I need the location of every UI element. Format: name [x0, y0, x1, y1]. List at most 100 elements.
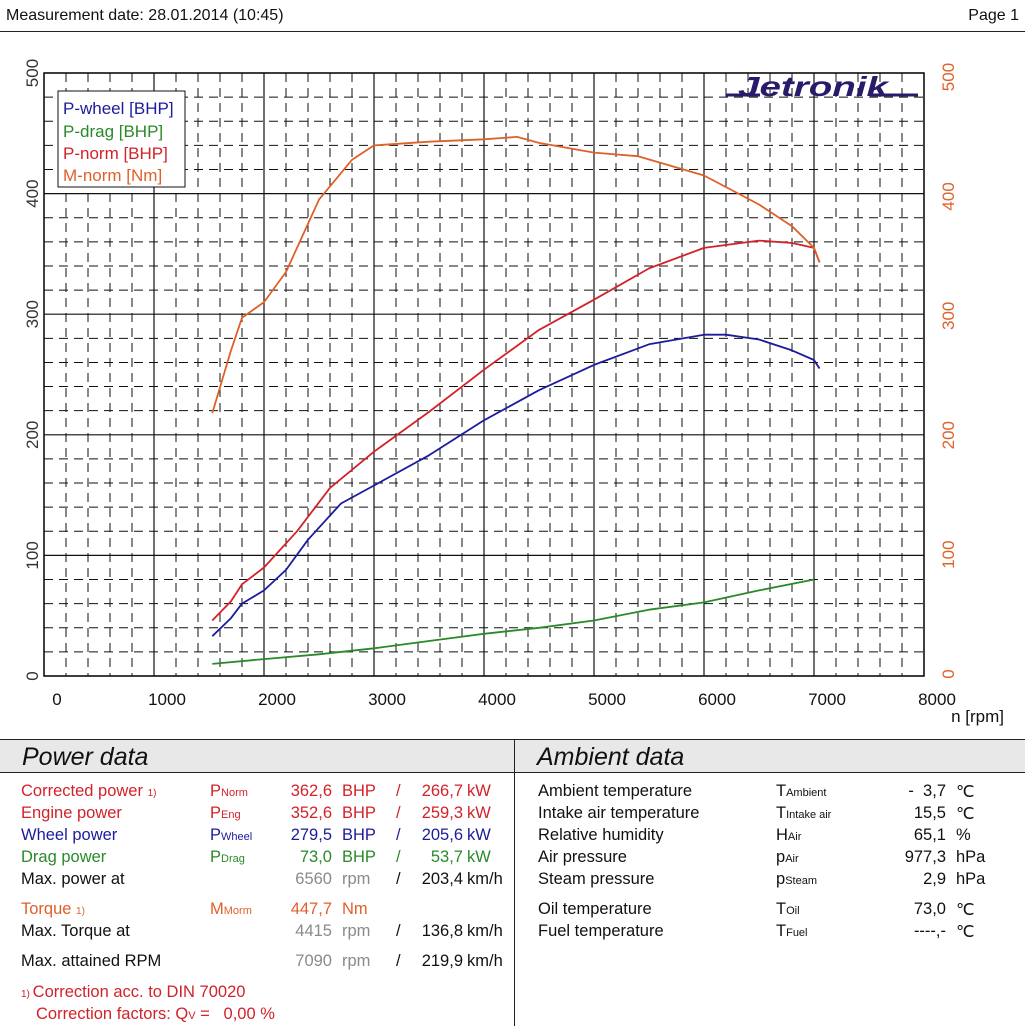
curve-m-norm — [211, 135, 821, 414]
ambient-row-symbol: TFuel — [776, 922, 808, 940]
max-rpm-row: Max. attained RPM 7090 rpm / 219,9 km/h — [0, 952, 514, 974]
power-row-separator: / — [396, 870, 401, 888]
ambient-row-label: Oil temperature — [538, 900, 652, 918]
ambient-row: Intake air temperature TIntake air 15,5 ℃ — [515, 804, 1025, 826]
y-right-tick-label: 500 — [939, 63, 958, 91]
x-tick-label: 0 — [52, 690, 61, 709]
footnote-line-1: 1) Correction acc. to DIN 70020 — [0, 983, 514, 1005]
ambient-row: Oil temperature TOil 73,0 ℃ — [515, 900, 1025, 922]
ambient-row-value: 73,0 — [913, 900, 946, 918]
power-row-value-2: 205,6 — [421, 826, 463, 844]
x-axis-label: n [rpm] — [951, 707, 1004, 726]
power-row-value-2: 53,7 — [430, 848, 463, 866]
legend-p-drag: P-drag [BHP] — [63, 122, 163, 141]
x-tick-label: 8000 — [918, 690, 956, 709]
power-row-value-1: 279,5 — [290, 826, 332, 844]
ambient-data-title: Ambient data — [515, 740, 1025, 773]
x-tick-label: 4000 — [478, 690, 516, 709]
max-rpm-row-separator: / — [396, 952, 401, 970]
legend-p-norm: P-norm [BHP] — [63, 144, 168, 163]
y-right-tick-label: 200 — [939, 421, 958, 449]
max-rpm-row-speed: 219,9 — [421, 952, 463, 970]
chart-legend: P-wheel [BHP] P-drag [BHP] P-norm [BHP] … — [57, 90, 186, 188]
x-tick-label: 2000 — [258, 690, 296, 709]
max-rpm-row-rpm-unit: rpm — [342, 952, 371, 970]
power-row: Engine power PEng 352,6 BHP / 259,3 kW — [0, 804, 514, 826]
ambient-row-label: Relative humidity — [538, 826, 664, 844]
ambient-row-symbol: pAir — [776, 848, 799, 866]
power-row-separator: / — [396, 804, 401, 822]
ambient-row-unit: ℃ — [956, 783, 975, 801]
power-row-value-1: 73,0 — [299, 848, 332, 866]
page-number: Page 1 — [968, 7, 1019, 24]
y-left-tick-label: 400 — [23, 179, 42, 207]
x-tick-label: 7000 — [808, 690, 846, 709]
page-header: Measurement date: 28.01.2014 (10:45) Pag… — [0, 0, 1025, 32]
y-left-tick-label: 200 — [23, 421, 42, 449]
ambient-row: Ambient temperature TAmbient - 3,7 ℃ — [515, 782, 1025, 804]
max-torque-row-rpm: 4415 — [295, 922, 332, 940]
ambient-row-symbol: TAmbient — [776, 782, 827, 800]
chart-axes: 0 1000 2000 3000 4000 5000 6000 7000 80000100200… — [23, 59, 958, 709]
x-tick-label: 5000 — [588, 690, 626, 709]
ambient-row-label: Fuel temperature — [538, 922, 664, 940]
ambient-row-unit: ℃ — [956, 805, 975, 823]
max-torque-row-speed-unit: km/h — [467, 922, 503, 940]
torque-label: Torque 1) — [21, 900, 85, 918]
dyno-chart: 0 1000 2000 3000 4000 5000 6000 7000 80000100200… — [23, 59, 1004, 726]
ambient-row-unit: ℃ — [956, 901, 975, 919]
curve-p-norm — [211, 239, 821, 622]
power-row-unit-2: kW — [467, 826, 491, 844]
max-rpm-row-label: Max. attained RPM — [21, 952, 162, 970]
max-torque-row-rpm-unit: rpm — [342, 922, 371, 940]
power-row-unit-1: BHP — [342, 782, 376, 800]
power-row-unit-2: kW — [467, 782, 491, 800]
ambient-row-value: 65,1 — [913, 826, 946, 844]
ambient-row: Steam pressure pSteam 2,9 hPa — [515, 870, 1025, 892]
measurement-date: Measurement date: 28.01.2014 (10:45) — [6, 7, 284, 24]
max-torque-row-separator: / — [396, 922, 401, 940]
ambient-row-symbol: HAir — [776, 826, 802, 844]
ambient-row: Relative humidity HAir 65,1% — [515, 826, 1025, 848]
ambient-row-label: Air pressure — [538, 848, 627, 866]
power-data-panel: Power data Corrected power 1) PNorm 362,6 B… — [0, 740, 515, 1026]
power-row-separator: / — [396, 826, 401, 844]
power-row-separator: / — [396, 782, 401, 800]
data-tables: Power data Corrected power 1) PNorm 362,6 B… — [0, 739, 1025, 1026]
footnote-line-2: Correction factors: QV = 0,00 % — [0, 1005, 514, 1027]
max-rpm-row-speed-unit: km/h — [467, 952, 503, 970]
power-row-label: Engine power — [21, 804, 122, 822]
power-row: Max. power at 6560 rpm / 203,4 km/h — [0, 870, 514, 892]
power-row-symbol: PEng — [210, 804, 241, 822]
max-torque-row-label: Max. Torque at — [21, 922, 130, 940]
power-row-value-2: 203,4 — [421, 870, 463, 888]
ambient-row-unit: hPa — [956, 870, 986, 888]
ambient-row-value: 15,5 — [913, 804, 946, 822]
power-row-unit-2: km/h — [467, 870, 503, 888]
legend-p-wheel: P-wheel [BHP] — [63, 99, 174, 118]
y-left-tick-label: 0 — [23, 671, 42, 680]
ambient-row-symbol: TIntake air — [776, 804, 832, 822]
footnote-text-1: 1) Correction acc. to DIN 70020 — [21, 983, 246, 1001]
power-row-label: Drag power — [21, 848, 107, 866]
y-left-tick-label: 100 — [23, 541, 42, 569]
torque-unit: Nm — [342, 900, 368, 918]
ambient-row: Air pressure pAir 977,3 hPa — [515, 848, 1025, 870]
power-row-unit-2: kW — [467, 848, 491, 866]
ambient-row-symbol: TOil — [776, 900, 800, 918]
power-row-unit-1: BHP — [342, 804, 376, 822]
power-row-value-1: 352,6 — [290, 804, 332, 822]
y-right-tick-label: 100 — [939, 540, 958, 568]
power-row-symbol: PNorm — [210, 782, 248, 800]
power-row: Drag power PDrag 73,0 BHP / 53,7 kW — [0, 848, 514, 870]
footnote-text-2: Correction factors: QV = 0,00 % — [36, 1005, 275, 1023]
ambient-row-unit: ℃ — [956, 923, 975, 941]
curve-p-drag — [212, 578, 815, 665]
power-row-label: Wheel power — [21, 826, 118, 844]
power-row-symbol: PWheel — [210, 826, 253, 844]
power-row-separator: / — [396, 848, 401, 866]
torque-symbol: MMorm — [210, 900, 252, 918]
legend-m-norm: M-norm [Nm] — [63, 166, 162, 185]
ambient-row: Fuel temperature TFuel ----,- ℃ — [515, 922, 1025, 944]
ambient-row-label: Ambient temperature — [538, 782, 693, 800]
